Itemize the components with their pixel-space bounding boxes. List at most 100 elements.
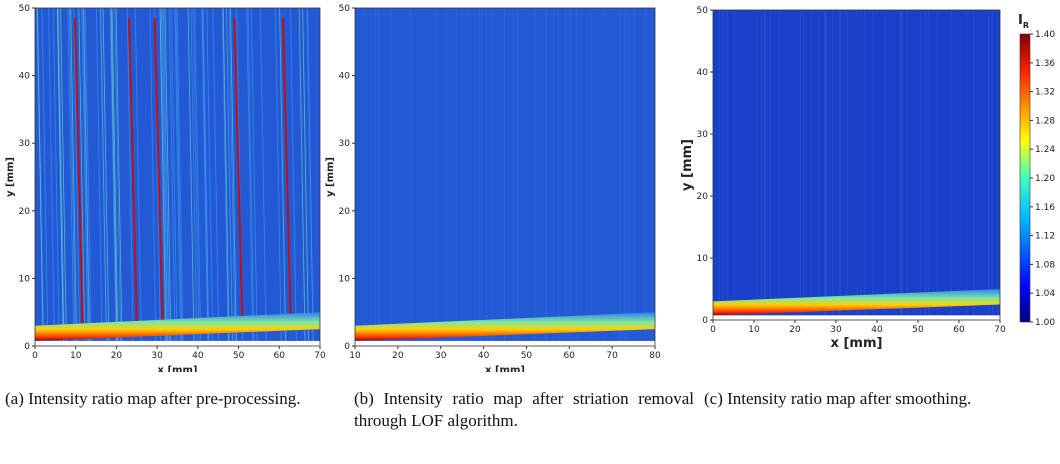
heatmap-stripe [190,7,198,347]
heatmap-stripe [174,7,182,347]
y-tick-label: 20 [697,192,709,202]
y-tick-label: 20 [339,207,351,217]
x-tick-label: 50 [912,325,924,335]
colorbar-label-sub: R [1023,21,1029,30]
heatmap-stripe [298,7,306,347]
heatmap-stripe [126,7,134,347]
x-tick-label: 40 [478,351,490,361]
heatmap-stripe [221,7,229,347]
heatmap-stripe [160,7,168,347]
heatmap-stripe [73,7,81,347]
heatmap-stripe [115,7,123,347]
heatmap-stripe [233,18,244,330]
x-tick-label: 40 [192,351,204,361]
caption: (a) Intensity ratio map after pre-proces… [5,389,301,408]
x-tick-label: 0 [32,351,38,361]
colorbar-tick-label: 1.28 [1035,116,1055,126]
heatmap-stripe [161,7,169,347]
heatmap-band [713,289,1000,316]
y-tick-label: 50 [19,4,31,14]
y-tick-label: 0 [24,342,30,352]
y-tick-label: 50 [697,6,709,16]
x-axis-label: x [mm] [831,336,883,351]
heatmap-band [355,312,655,341]
heatmap-stripe [69,7,76,347]
y-axis-label: y [mm] [680,139,695,191]
heatmap-stripe [247,7,255,347]
x-tick-label: 60 [953,325,965,335]
heatmap-stripe [110,7,118,347]
colorbar-tick-label: 1.36 [1035,59,1055,69]
heatmap-stripe [81,7,89,347]
colorbar-tick-label: 1.08 [1035,260,1055,270]
heatmap-base [35,340,320,346]
heatmap-stripe [201,7,209,347]
x-tick-label: 70 [994,325,1006,335]
heatmap-image [713,10,1000,320]
heatmap-stripe [82,7,90,347]
heatmap-stripe [134,7,142,347]
heatmap-stripe [168,7,176,347]
heatmap-stripe [290,7,297,347]
heatmap-stripe [202,7,209,347]
y-axis-label: y [mm] [5,157,16,197]
colorbar-label-main: I [1018,13,1023,28]
y-tick-label: 50 [339,4,351,14]
y-tick-label: 30 [339,139,351,149]
colorbar-tick-label: 1.32 [1035,88,1055,98]
x-tick-label: 50 [233,351,245,361]
x-axis-label: x [mm] [158,365,198,372]
heatmap-band [35,312,320,341]
x-tick-label: 20 [392,351,404,361]
x-axis-label: x [mm] [485,365,525,372]
x-tick-label: 70 [314,351,326,361]
heatmap-stripe [48,7,55,347]
heatmap-stripe [250,7,258,347]
heatmap-stripe [102,7,110,347]
x-tick-label: 30 [830,325,842,335]
heatmap-stripe [194,7,202,347]
heatmap-stripe [84,7,92,347]
heatmap-base [355,340,655,346]
colorbar [1019,33,1031,323]
heatmap-stripe [41,7,49,347]
colorbar-tick-label: 1.24 [1035,145,1055,155]
y-tick-label: 30 [19,139,31,149]
heatmap-image [355,8,655,346]
y-tick-label: 20 [19,207,31,217]
heatmap-stripe [212,7,220,347]
heatmap-stripe [187,7,195,347]
heatmap-stripe [153,18,164,330]
x-tick-label: 60 [564,351,576,361]
heatmap-stripe [164,7,172,347]
heatmap-stripe [274,7,282,347]
y-tick-label: 10 [339,274,351,284]
heatmap-stripe [36,7,44,347]
heatmap-stripe [176,7,184,347]
y-tick-label: 0 [344,342,350,352]
heatmap-stripe [230,7,237,347]
heatmap-stripe [149,7,157,347]
heatmap-stripe [192,7,200,347]
heatmap-stripe [78,7,86,347]
y-tick-label: 40 [19,72,31,82]
heatmap-stripe [57,7,65,347]
heatmap-stripe [175,7,183,347]
plot-frame [354,7,656,347]
heatmap-stripe [259,7,267,347]
colorbar-tick-label: 1.04 [1035,289,1055,299]
heatmap-stripe [222,7,230,347]
colorbar-tick-label: 1.16 [1035,203,1055,213]
heatmap-stripe [83,7,90,347]
heatmap-stripe [170,7,178,347]
x-tick-label: 70 [606,351,618,361]
heatmap-stripe [163,7,170,347]
heatmap-stripe [109,7,117,347]
x-tick-label: 0 [710,325,716,335]
heatmap-stripe [67,7,75,347]
x-tick-label: 40 [871,325,883,335]
x-tick-label: 20 [789,325,801,335]
heatmap-stripe [95,7,103,347]
x-tick-label: 20 [111,351,123,361]
